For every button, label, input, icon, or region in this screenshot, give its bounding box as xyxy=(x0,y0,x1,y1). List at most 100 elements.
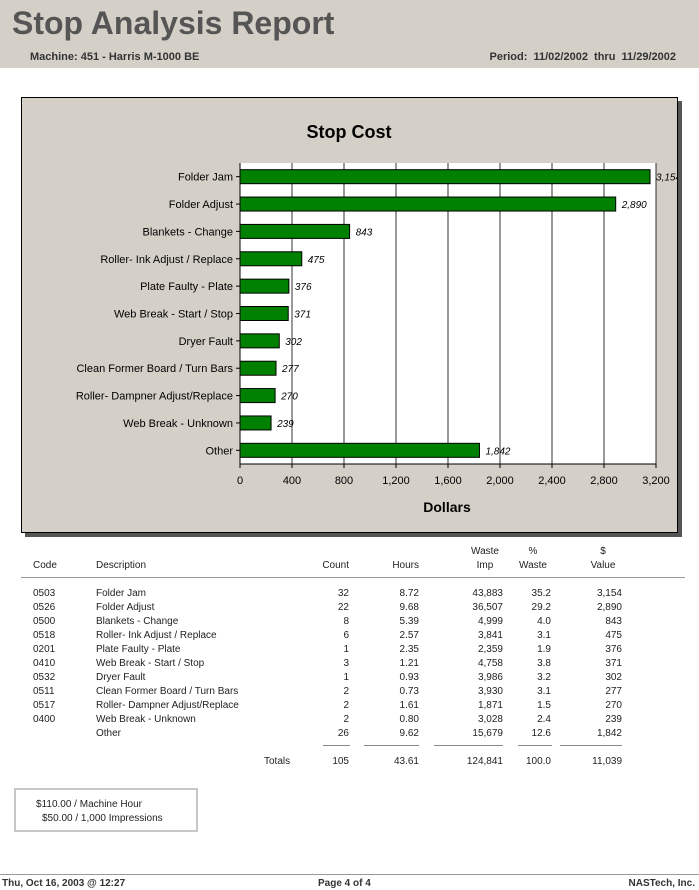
value-subtotal-rule xyxy=(560,745,622,746)
row-pct-waste: 35.2 xyxy=(531,588,551,599)
bar xyxy=(239,169,651,185)
category-label: Plate Faulty - Plate xyxy=(140,281,233,293)
row-waste-imp: 15,679 xyxy=(472,728,503,739)
header-value-bottom: Value xyxy=(590,560,616,571)
bar-value-label: 239 xyxy=(276,419,294,430)
header-count: Count xyxy=(322,560,349,571)
row-hours: 0.73 xyxy=(399,686,419,697)
row-pct-waste: 3.1 xyxy=(537,686,551,697)
chart-title: Stop Cost xyxy=(307,122,392,142)
machine-label: Machine: 451 - Harris M-1000 BE xyxy=(30,51,200,63)
row-code: 0400 xyxy=(33,714,56,725)
row-hours: 0.80 xyxy=(399,714,419,725)
row-value: 302 xyxy=(605,672,622,683)
row-description: Roller- Dampner Adjust/Replace xyxy=(96,700,239,711)
row-count: 26 xyxy=(337,728,349,739)
row-value: 475 xyxy=(605,630,622,641)
category-label: Web Break - Start / Stop xyxy=(114,309,233,321)
bar-value-label: 475 xyxy=(308,255,325,266)
x-tick-label: 800 xyxy=(335,475,353,487)
pct-waste-subtotal-rule xyxy=(518,745,552,746)
row-pct-waste: 4.0 xyxy=(537,616,551,627)
period-label: Period: 11/02/2002 thru 11/29/2002 xyxy=(489,51,676,63)
header-waste-imp-top: Waste xyxy=(471,546,499,557)
bar-value-label: 376 xyxy=(295,282,312,293)
x-tick-label: 2,800 xyxy=(590,475,618,487)
row-waste-imp: 3,986 xyxy=(477,672,503,683)
row-pct-waste: 12.6 xyxy=(531,728,551,739)
count-subtotal-rule xyxy=(323,745,350,746)
bar-value-label: 1,842 xyxy=(485,446,510,457)
footer-timestamp: Thu, Oct 16, 2003 @ 12:27 xyxy=(2,878,126,889)
row-pct-waste: 3.2 xyxy=(537,672,551,683)
row-waste-imp: 3,930 xyxy=(477,686,503,697)
row-waste-imp: 1,871 xyxy=(477,700,503,711)
bar xyxy=(239,388,276,404)
row-description: Web Break - Start / Stop xyxy=(96,658,205,669)
row-code: 0500 xyxy=(33,616,56,627)
row-hours: 0.93 xyxy=(399,672,419,683)
bar xyxy=(239,415,272,431)
row-value: 277 xyxy=(605,686,622,697)
waste-imp-subtotal-rule xyxy=(434,745,503,746)
row-count: 2 xyxy=(343,686,349,697)
header-rule xyxy=(21,577,685,578)
row-hours: 5.39 xyxy=(399,616,419,627)
row-description: Roller- Ink Adjust / Replace xyxy=(96,630,217,641)
chart-x-axis-label: Dollars xyxy=(423,499,471,515)
bar-value-label: 371 xyxy=(294,310,311,321)
row-description: Folder Adjust xyxy=(96,602,155,613)
row-waste-imp: 36,507 xyxy=(472,602,503,613)
row-description: Plate Faulty - Plate xyxy=(96,644,181,655)
row-value: 843 xyxy=(605,616,622,627)
x-tick-label: 3,200 xyxy=(642,475,670,487)
report-header: Stop Analysis Report Machine: 451 - Harr… xyxy=(0,0,699,68)
totals-pct-waste: 100.0 xyxy=(525,756,551,767)
row-count: 8 xyxy=(343,616,349,627)
row-code: 0532 xyxy=(33,672,56,683)
row-count: 32 xyxy=(337,588,349,599)
row-pct-waste: 2.4 xyxy=(537,714,551,725)
row-waste-imp: 4,999 xyxy=(477,616,503,627)
footer-company: NASTech, Inc. xyxy=(628,878,696,889)
header-code: Code xyxy=(33,560,57,571)
bar-value-label: 2,890 xyxy=(621,200,647,211)
row-waste-imp: 3,028 xyxy=(477,714,503,725)
row-pct-waste: 3.8 xyxy=(537,658,551,669)
row-hours: 9.68 xyxy=(399,602,419,613)
row-description: Dryer Fault xyxy=(96,672,146,683)
row-pct-waste: 3.1 xyxy=(537,630,551,641)
row-count: 3 xyxy=(343,658,349,669)
row-value: 270 xyxy=(605,700,622,711)
row-description: Web Break - Unknown xyxy=(96,714,196,725)
category-label: Roller- Dampner Adjust/Replace xyxy=(76,391,233,403)
category-label: Other xyxy=(205,445,233,457)
bar xyxy=(239,196,617,212)
row-description: Blankets - Change xyxy=(96,616,179,627)
row-code: 0511 xyxy=(33,686,55,697)
row-waste-imp: 2,359 xyxy=(477,644,503,655)
category-label: Roller- Ink Adjust / Replace xyxy=(100,254,233,266)
bar xyxy=(239,306,289,321)
bar xyxy=(239,251,303,267)
row-value: 371 xyxy=(605,658,622,669)
totals-waste-imp: 124,841 xyxy=(466,756,503,767)
x-tick-label: 1,200 xyxy=(382,475,410,487)
row-pct-waste: 1.5 xyxy=(537,700,551,711)
totals-hours: 43.61 xyxy=(393,756,419,767)
bar-value-label: 302 xyxy=(285,337,302,348)
x-tick-label: 2,000 xyxy=(486,475,514,487)
row-count: 1 xyxy=(343,644,349,655)
bar xyxy=(239,442,480,458)
category-label: Folder Jam xyxy=(178,172,233,184)
row-hours: 2.57 xyxy=(399,630,419,641)
row-value: 376 xyxy=(605,644,622,655)
header-pct-waste-bottom: Waste xyxy=(519,560,547,571)
row-code: 0410 xyxy=(33,658,56,669)
bar xyxy=(239,360,277,376)
category-label: Web Break - Unknown xyxy=(123,418,233,430)
row-code: 0517 xyxy=(33,700,56,711)
row-value: 2,890 xyxy=(596,602,622,613)
row-code: 0518 xyxy=(33,630,56,641)
footer-page-number: Page 4 of 4 xyxy=(318,878,371,889)
